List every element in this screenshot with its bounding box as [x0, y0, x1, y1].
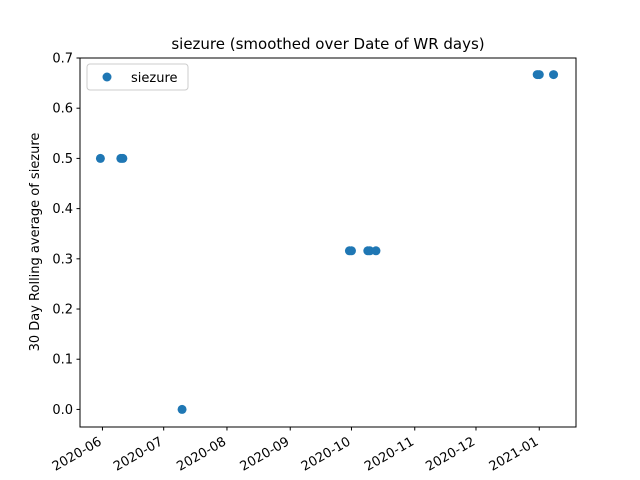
- data-point: [534, 70, 544, 80]
- y-tick-label: 0.7: [52, 52, 73, 67]
- data-point: [118, 153, 128, 163]
- legend-box: [86, 63, 189, 91]
- y-tick-label: 0.3: [52, 252, 73, 267]
- data-point: [95, 153, 105, 163]
- legend-label: siezure: [131, 71, 178, 86]
- y-tick-label: 0.6: [52, 102, 73, 117]
- legend: siezure: [86, 63, 189, 91]
- data-point: [346, 246, 356, 256]
- y-tick-label: 0.1: [52, 353, 73, 368]
- plot-area-frame: [79, 57, 577, 428]
- y-axis: 0.0 0.1 0.2 0.3 0.4 0.5 0.6 0.7: [52, 52, 80, 418]
- y-tick-label: 0.2: [52, 303, 73, 318]
- legend-marker: [102, 72, 112, 82]
- data-point: [549, 70, 559, 80]
- data-point: [371, 246, 381, 256]
- data-point: [177, 404, 187, 414]
- y-axis-label: 30 Day Rolling average of siezure: [28, 133, 43, 352]
- data-points: [95, 70, 559, 414]
- y-tick-label: 0.0: [52, 403, 73, 418]
- chart-title: siezure (smoothed over Date of WR days): [171, 35, 484, 53]
- y-tick-label: 0.4: [52, 202, 73, 217]
- y-tick-label: 0.5: [52, 152, 73, 167]
